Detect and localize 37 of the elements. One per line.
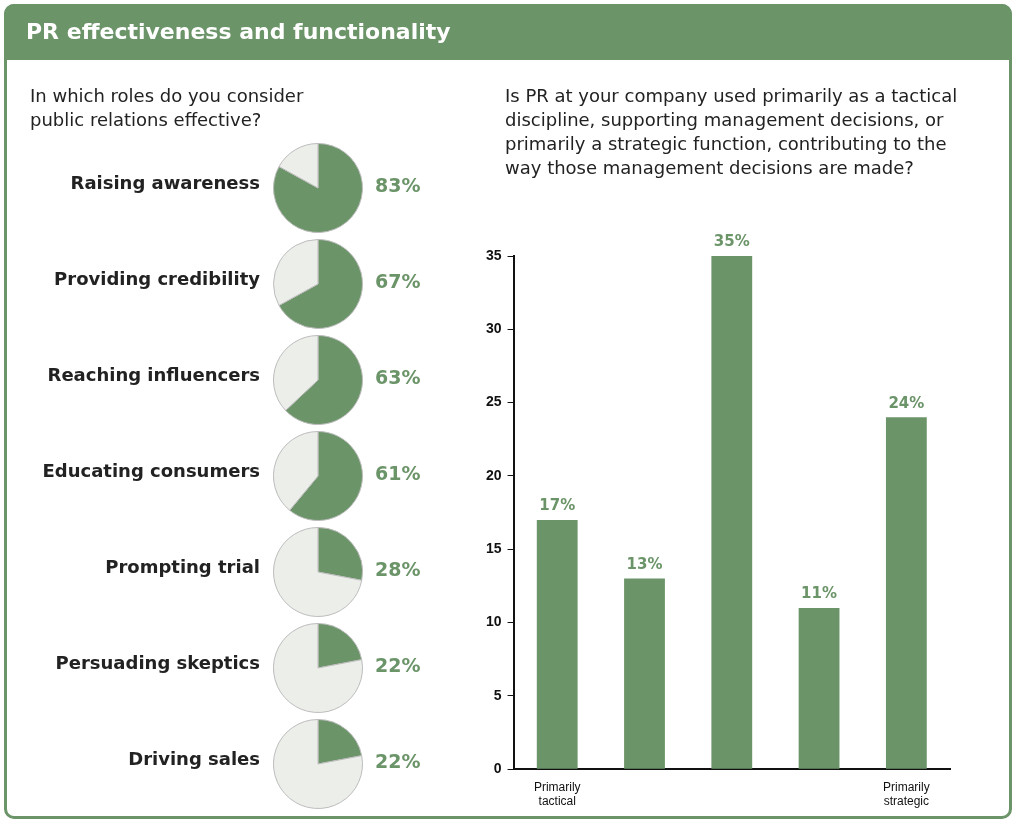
bar: [798, 607, 840, 769]
data-label: 24%: [888, 393, 925, 412]
data-label: 67%: [375, 270, 421, 292]
y-tick-label: 35: [485, 246, 502, 263]
data-label: 17%: [539, 496, 576, 515]
text: Prompting trial: [104, 556, 260, 577]
y-tick-label: 5: [493, 686, 502, 703]
y-tick-label: 25: [485, 393, 502, 410]
y-tick-label: 20: [485, 466, 502, 483]
data-label: 83%: [375, 174, 421, 196]
text: Educating consumers: [41, 460, 260, 481]
bar: [885, 417, 927, 769]
data-label: 11%: [801, 584, 838, 603]
text: Reaching influencers: [46, 364, 260, 385]
text: In which roles do you consider public relations effective?: [30, 84, 305, 132]
bar: [624, 578, 665, 769]
y-tick-label: 0: [493, 760, 502, 777]
y-tick-label: 15: [485, 540, 502, 557]
data-label: 61%: [375, 462, 421, 484]
text: Driving sales: [127, 748, 260, 769]
bar: [711, 256, 753, 769]
data-label: 28%: [375, 558, 421, 580]
data-label: 13%: [626, 554, 663, 573]
x-tick-label: Primarily tactical: [533, 779, 581, 809]
y-tick-label: 10: [485, 613, 502, 630]
y-tick-label: 30: [485, 320, 502, 337]
chart-title: Is PR at your company used primarily as a tactical discipline, supporting management decisions, or primarily a strategic function, contributing to the way those management decisions are made?: [505, 84, 959, 180]
text: PR effectiveness and functionality: [4, 4, 1012, 60]
text: Providing credibility: [53, 268, 260, 289]
text: Persuading skeptics: [54, 652, 260, 673]
data-label: 63%: [375, 366, 421, 388]
data-label: 22%: [375, 654, 421, 676]
data-label: 35%: [713, 232, 750, 251]
bar: [536, 519, 578, 769]
text: Raising awareness: [69, 172, 260, 193]
data-label: 22%: [375, 750, 421, 772]
x-tick-label: Primarily strategic: [883, 779, 930, 809]
